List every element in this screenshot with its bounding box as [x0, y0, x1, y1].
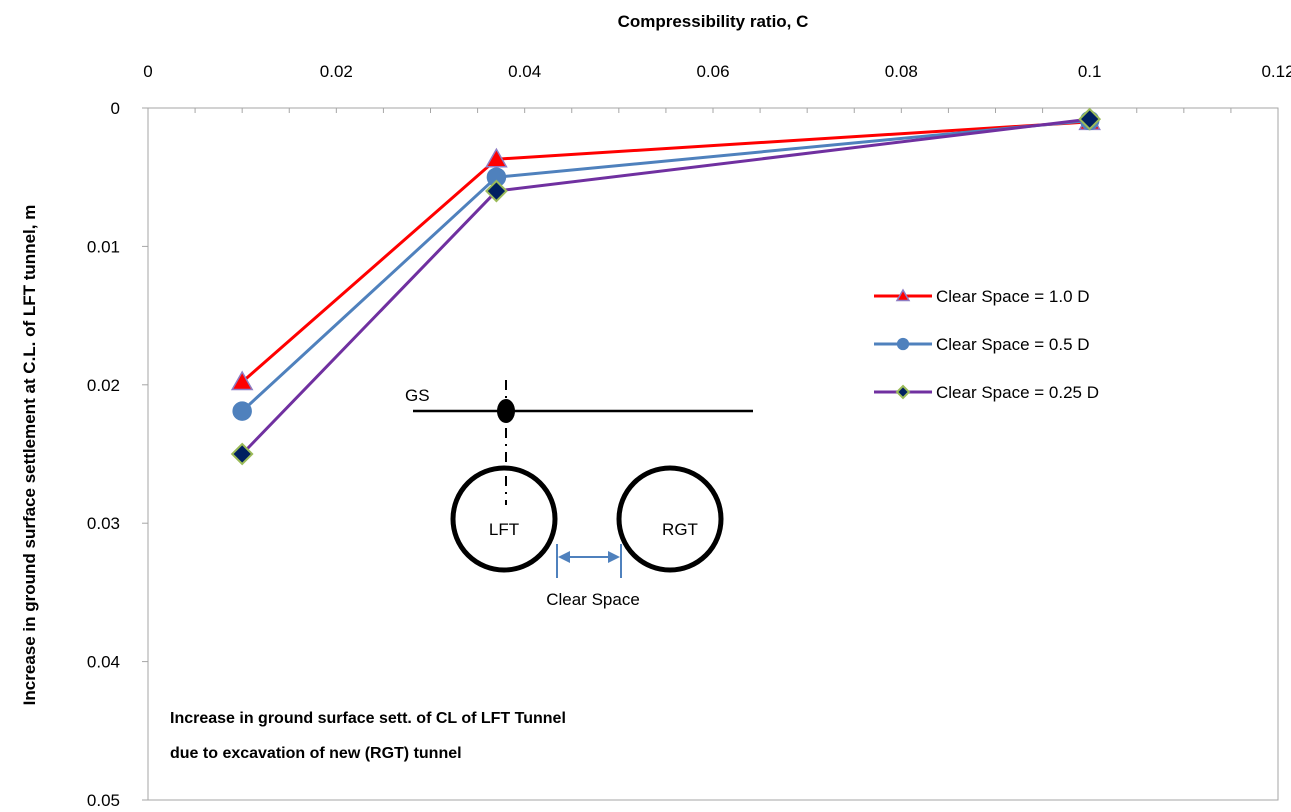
x-tick-label: 0.08	[885, 62, 918, 81]
legend-marker	[896, 337, 910, 351]
left-tunnel-circle	[450, 465, 558, 573]
clear-space-label: Clear Space	[546, 590, 640, 609]
x-tick-label: 0.06	[696, 62, 729, 81]
clear-space-arrowhead-right	[608, 551, 620, 563]
data-point	[485, 179, 508, 203]
series-layer	[230, 107, 1102, 466]
clear-space-arrowhead-left	[558, 551, 570, 563]
legend-marker	[895, 384, 911, 400]
data-point	[232, 401, 252, 421]
legend-label: Clear Space = 0.25 D	[936, 383, 1099, 402]
x-axis-title: Compressibility ratio, C	[618, 12, 809, 31]
y-tick-labels: 0 0.01 0.02 0.03 0.04 0.05	[87, 99, 120, 810]
data-point	[230, 442, 254, 466]
right-tunnel-label: RGT	[662, 520, 698, 539]
x-tick-label: 0.04	[508, 62, 541, 81]
tunnel-schematic: GS LFT RGT Clear Space	[405, 380, 753, 609]
left-tunnel-label: LFT	[489, 520, 519, 539]
y-tick-label: 0.01	[87, 237, 120, 256]
plot-area	[147, 107, 1279, 801]
legend-label: Clear Space = 0.5 D	[936, 335, 1090, 354]
legend-label: Clear Space = 1.0 D	[936, 287, 1090, 306]
ground-surface-label: GS	[405, 386, 430, 405]
right-tunnel-circle	[616, 465, 724, 573]
x-tick-label: 0	[143, 62, 152, 81]
y-tick-label: 0.03	[87, 514, 120, 533]
y-axis-title: Increase in ground surface settlement at…	[20, 205, 39, 706]
y-tick-label: 0.02	[87, 376, 120, 395]
x-tick-label: 0.12	[1261, 62, 1291, 81]
y-tick-label: 0	[111, 99, 120, 118]
y-axis-ticks	[142, 107, 148, 801]
y-tick-label: 0.04	[87, 653, 120, 672]
centerline-point	[497, 399, 515, 423]
data-point	[230, 370, 254, 391]
legend-marker	[895, 288, 911, 302]
x-tick-label: 0.02	[320, 62, 353, 81]
series-3	[230, 107, 1102, 466]
legend: Clear Space = 1.0 D Clear Space = 0.5 D Cl…	[874, 287, 1099, 402]
note-line-1: Increase in ground surface sett. of CL o…	[170, 710, 566, 727]
data-point	[485, 147, 508, 168]
x-tick-label: 0.1	[1078, 62, 1102, 81]
data-point	[1078, 107, 1102, 131]
note-line-2: due to excavation of new (RGT) tunnel	[170, 745, 462, 762]
y-tick-label: 0.05	[87, 791, 120, 810]
x-tick-labels: 0 0.02 0.04 0.06 0.08 0.1 0.12	[143, 62, 1291, 81]
x-axis-minor-ticks	[147, 108, 1279, 113]
